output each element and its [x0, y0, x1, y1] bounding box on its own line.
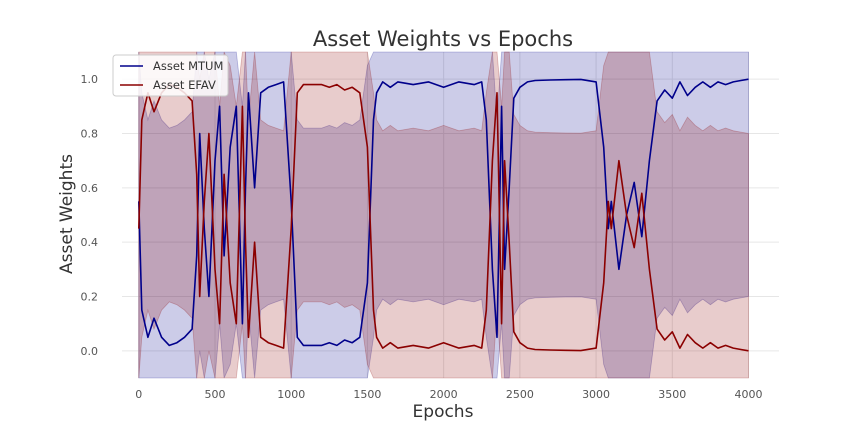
x-tick-label: 2000: [430, 388, 458, 401]
series-line-1: [138, 83, 749, 352]
legend: Asset MTUM Asset EFAV: [112, 54, 229, 97]
legend-label-efav: Asset EFAV: [153, 78, 216, 92]
grid-lines: [122, 52, 779, 378]
x-tick-label: 500: [204, 388, 225, 401]
x-tick-label: 1500: [353, 388, 381, 401]
y-tick-labels: 0.0 0.2 0.4 0.6 0.8 1.0: [81, 73, 99, 358]
y-tick-label: 0.4: [81, 236, 99, 249]
band-1: [138, 51, 749, 379]
x-tick-label: 4000: [735, 388, 763, 401]
x-tick-label: 1000: [277, 388, 305, 401]
legend-label-mtum: Asset MTUM: [153, 59, 223, 73]
band-0: [138, 51, 749, 379]
series-lines: [138, 78, 749, 352]
chart-title: Asset Weights vs Epochs: [313, 27, 573, 51]
x-tick-label: 0: [135, 388, 142, 401]
y-axis-label: Asset Weights: [57, 154, 77, 274]
x-axis-label: Epochs: [413, 402, 474, 422]
y-tick-label: 0.8: [81, 128, 99, 141]
y-tick-label: 1.0: [81, 73, 99, 86]
y-tick-label: 0.0: [81, 345, 99, 358]
confidence-bands: [138, 51, 749, 379]
x-tick-label: 3000: [582, 388, 610, 401]
x-tick-label: 3500: [658, 388, 686, 401]
y-tick-label: 0.2: [81, 291, 99, 304]
x-tick-labels: 0 500 1000 1500 2000 2500 3000 3500 4000: [135, 388, 762, 401]
y-tick-label: 0.6: [81, 182, 99, 195]
x-tick-label: 2500: [506, 388, 534, 401]
